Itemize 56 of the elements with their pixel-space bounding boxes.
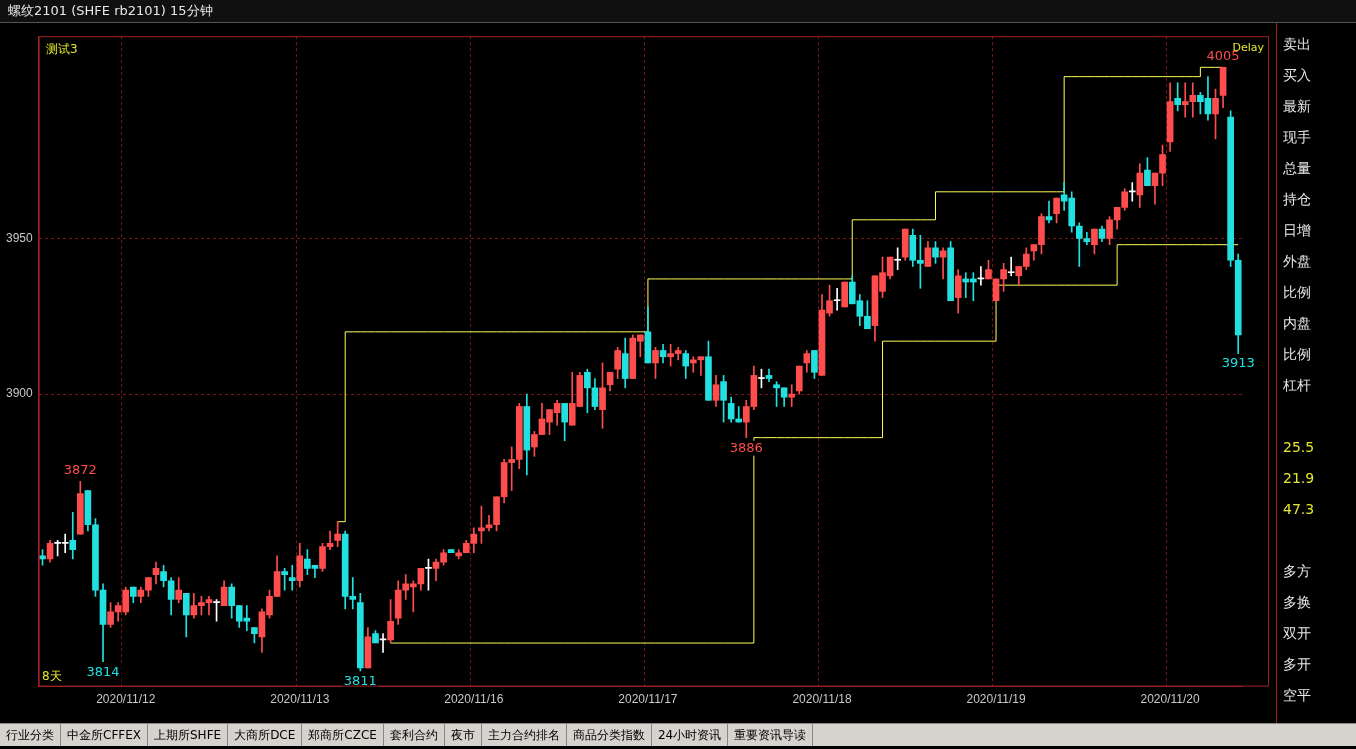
text: 外盘 [1282, 252, 1312, 271]
text: 内盘 [1282, 314, 1312, 333]
candlestick [288, 564, 296, 591]
text: 多方 [1282, 562, 1312, 581]
x-tick-label: 2020/11/13 [270, 692, 330, 707]
candlestick [1128, 182, 1136, 202]
text: 比例 [1282, 345, 1312, 364]
text: 21.9 [1282, 469, 1316, 488]
chart-title: 螺纹2101 (SHFE rb2101) 15分钟 [0, 0, 1356, 23]
text: 总量 [1282, 159, 1312, 178]
text: 持仓 [1282, 190, 1312, 209]
text: 24小时资讯 [651, 724, 729, 746]
y-tick-label: 3950 [5, 230, 34, 245]
text: 47.3 [1282, 500, 1316, 519]
text: 现手 [1282, 128, 1312, 147]
text: 多开 [1282, 655, 1312, 674]
candlestick [69, 512, 77, 560]
x-tick-label: 2020/11/17 [618, 692, 678, 707]
candlestick [1007, 256, 1015, 277]
x-tick-label: 2020/11/19 [966, 692, 1026, 707]
text: 重要资讯导读 [728, 724, 814, 746]
y-tick-label: 3900 [5, 386, 34, 401]
text: 杠杆 [1282, 376, 1312, 395]
text: 日增 [1282, 221, 1312, 240]
text: 行业分类 [0, 724, 61, 746]
candlestick [833, 287, 841, 311]
text: 主力合约排名 [481, 724, 567, 746]
text: 双开 [1282, 624, 1312, 643]
x-tick-label: 2020/11/18 [792, 692, 852, 707]
annotation: 8天 [42, 668, 62, 685]
annotation: 测试3 [46, 41, 78, 58]
candlestick [1045, 200, 1053, 224]
text: 夜市 [444, 724, 482, 746]
text: 最新 [1282, 97, 1312, 116]
text: 套利合约 [383, 724, 445, 746]
text: 郑商所CZCE [302, 724, 384, 746]
annotation: 3886 [729, 439, 763, 455]
candlestick [697, 356, 705, 376]
text: 比例 [1282, 283, 1312, 302]
text: 空平 [1282, 686, 1312, 705]
annotation: 3872 [63, 462, 97, 478]
text: 多换 [1282, 593, 1312, 612]
x-tick-label: 2020/11/12 [96, 692, 156, 707]
x-tick-label: 2020/11/16 [444, 692, 504, 707]
x-tick-label: 2020/11/20 [1140, 692, 1201, 707]
text: 大商所DCE [228, 724, 303, 746]
text: 卖出 [1282, 35, 1312, 54]
text: 上期所SHFE [148, 724, 229, 746]
annotation: 3913 [1221, 355, 1255, 371]
text: 商品分类指数 [566, 724, 652, 746]
candlestick [788, 384, 796, 407]
text: 中金所CFFEX [61, 724, 148, 746]
annotation: 3814 [86, 663, 120, 679]
text: 25.5 [1282, 438, 1316, 457]
text: 买入 [1282, 66, 1312, 85]
annotation: 3811 [343, 672, 377, 688]
